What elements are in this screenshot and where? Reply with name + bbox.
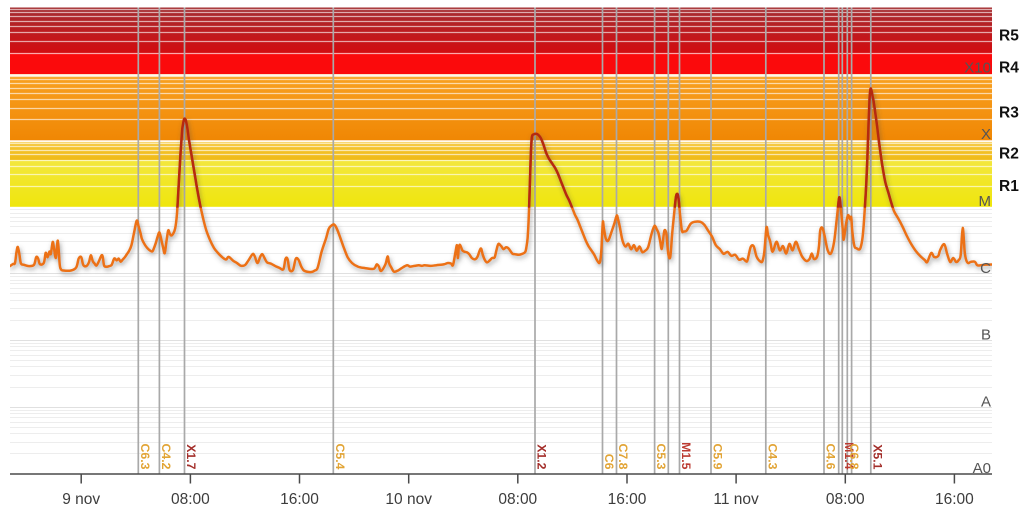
svg-text:M: M [979,193,992,210]
svg-text:M1.4: M1.4 [842,442,856,469]
svg-text:C5.3: C5.3 [654,444,668,470]
svg-text:C4.3: C4.3 [765,444,779,470]
svg-text:A0: A0 [973,460,991,477]
svg-text:9 nov: 9 nov [62,491,100,508]
svg-text:R5: R5 [999,28,1019,45]
svg-text:R3: R3 [999,105,1019,122]
svg-text:C4.2: C4.2 [159,444,173,470]
svg-text:X: X [981,126,991,143]
svg-text:R1: R1 [999,178,1019,195]
svg-text:C: C [980,260,991,277]
svg-text:C7.8: C7.8 [616,444,630,470]
svg-text:08:00: 08:00 [826,491,865,508]
svg-text:C4.6: C4.6 [824,444,838,470]
svg-text:11 nov: 11 nov [713,491,759,508]
svg-text:X5.1: X5.1 [870,444,884,469]
svg-text:C5.4: C5.4 [333,444,347,470]
svg-text:16:00: 16:00 [935,491,974,508]
svg-text:C6.3: C6.3 [138,444,152,470]
svg-text:C5.9: C5.9 [711,444,725,470]
svg-text:X1.7: X1.7 [184,444,198,469]
svg-text:16:00: 16:00 [608,491,647,508]
svg-text:16:00: 16:00 [280,491,319,508]
svg-text:R4: R4 [999,60,1019,77]
svg-text:08:00: 08:00 [498,491,537,508]
svg-text:R2: R2 [999,146,1019,163]
svg-text:M1.5: M1.5 [679,442,693,469]
svg-text:C6: C6 [602,454,616,470]
svg-text:X1.2: X1.2 [535,444,549,469]
svg-text:08:00: 08:00 [171,491,210,508]
svg-text:X10: X10 [964,59,991,76]
svg-text:B: B [981,327,991,344]
svg-text:C6.8: C6.8 [847,444,861,470]
svg-text:10 nov: 10 nov [385,491,432,508]
svg-text:A: A [981,393,991,410]
